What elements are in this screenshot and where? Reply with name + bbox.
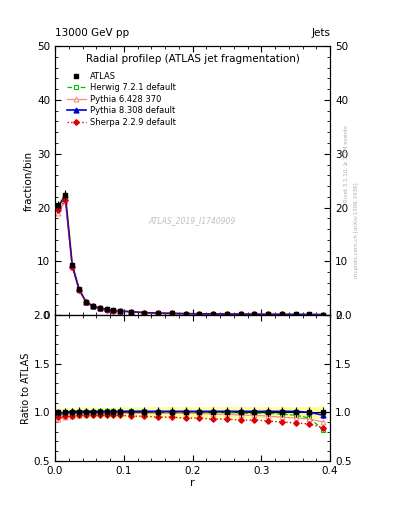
Legend: ATLAS, Herwig 7.2.1 default, Pythia 6.428 370, Pythia 8.308 default, Sherpa 2.2.: ATLAS, Herwig 7.2.1 default, Pythia 6.42… bbox=[65, 69, 178, 129]
Text: 13000 GeV pp: 13000 GeV pp bbox=[55, 28, 129, 38]
Text: mcplots.cern.ch [arXiv:1306.3436]: mcplots.cern.ch [arXiv:1306.3436] bbox=[354, 183, 359, 278]
Text: Rivet 3.1.10, ≥ 3.2M events: Rivet 3.1.10, ≥ 3.2M events bbox=[344, 125, 349, 202]
Text: Radial profileρ (ATLAS jet fragmentation): Radial profileρ (ATLAS jet fragmentation… bbox=[86, 54, 299, 64]
Text: Jets: Jets bbox=[311, 28, 330, 38]
Y-axis label: fraction/bin: fraction/bin bbox=[24, 151, 34, 211]
X-axis label: r: r bbox=[190, 478, 195, 488]
Y-axis label: Ratio to ATLAS: Ratio to ATLAS bbox=[21, 352, 31, 424]
Text: ATLAS_2019_I1740909: ATLAS_2019_I1740909 bbox=[149, 217, 236, 226]
